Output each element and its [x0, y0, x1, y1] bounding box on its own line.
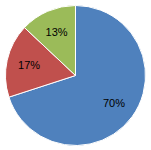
data-label: 17%	[18, 59, 40, 71]
data-label: 13%	[46, 26, 68, 38]
slices	[6, 6, 146, 146]
data-labels: 70% 17% 13%	[18, 26, 125, 110]
chart: 70% 17% 13%	[0, 0, 151, 150]
data-label: 70%	[103, 97, 125, 109]
